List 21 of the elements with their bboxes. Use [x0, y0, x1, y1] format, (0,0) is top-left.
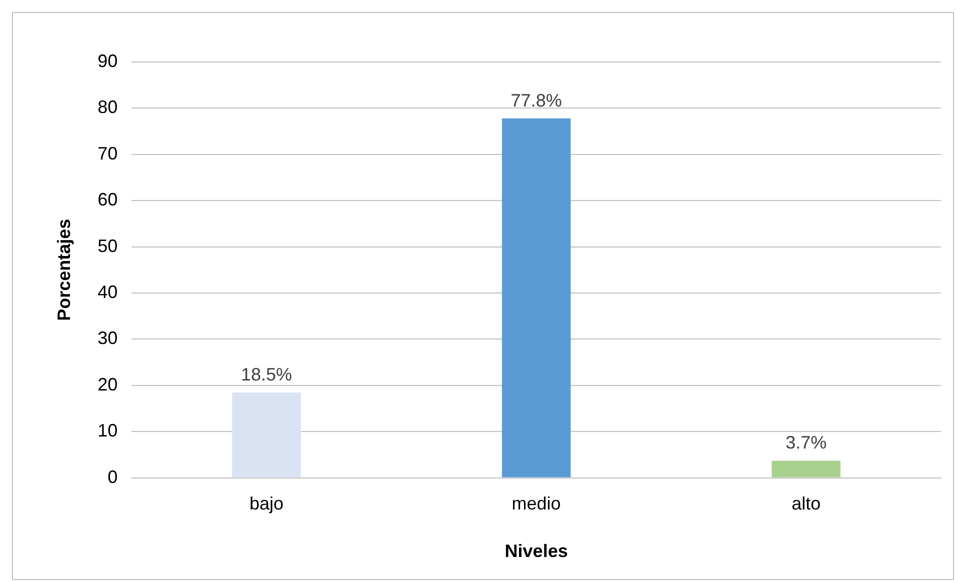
x-tick-label: bajo: [250, 494, 284, 514]
data-label: 77.8%: [510, 90, 562, 110]
data-label: 3.7%: [786, 432, 827, 453]
y-tick-label: 30: [98, 328, 118, 348]
bar: [772, 460, 840, 478]
y-tick-label: 70: [98, 143, 118, 164]
y-tick-label: 0: [108, 466, 118, 487]
y-tick-label: 40: [98, 282, 118, 302]
y-tick-label: 10: [98, 420, 118, 441]
x-tick-label: alto: [792, 494, 821, 514]
y-axis-title: Porcentajes: [54, 218, 74, 321]
x-axis-title: Niveles: [504, 541, 568, 562]
y-tick-label: 60: [98, 190, 118, 210]
bar: [502, 118, 571, 478]
bar: [232, 392, 301, 478]
y-tick-label: 50: [98, 236, 118, 256]
x-tick-label: medio: [512, 494, 561, 514]
data-label: 18.5%: [240, 364, 292, 384]
y-tick-label: 80: [98, 97, 118, 118]
y-tick-label: 20: [98, 374, 118, 394]
y-tick-label: 90: [98, 50, 118, 71]
